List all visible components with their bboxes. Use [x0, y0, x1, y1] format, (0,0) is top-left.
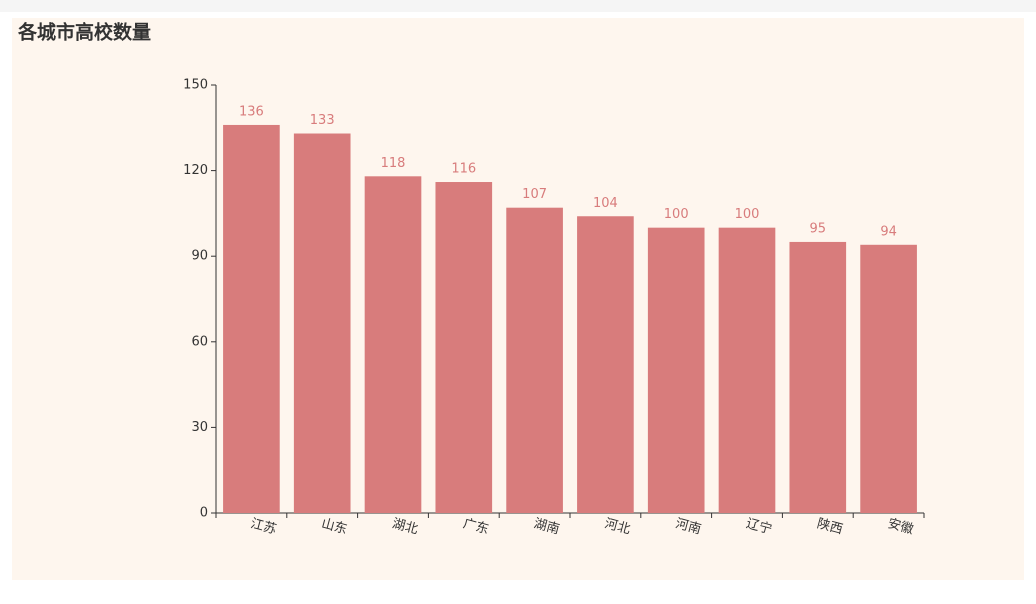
data-label: 95	[810, 221, 827, 236]
bar	[860, 244, 917, 513]
x-tick-label: 湖南	[532, 515, 561, 537]
x-tick-label: 陕西	[815, 516, 844, 537]
bar	[293, 133, 351, 514]
data-label: 116	[451, 162, 476, 177]
data-label: 100	[664, 207, 689, 222]
x-tick-label: 湖北	[390, 516, 419, 537]
bar	[435, 182, 493, 513]
x-tick-label: 河北	[603, 516, 632, 537]
x-tick-label: 山东	[320, 516, 349, 537]
bar	[577, 216, 634, 513]
chart-title: 各城市高校数量	[17, 21, 151, 44]
top-bar	[0, 0, 1036, 12]
data-label: 118	[381, 156, 406, 171]
x-tick-label: 广东	[461, 516, 490, 537]
x-tick-label: 江苏	[249, 515, 278, 537]
y-tick-label: 60	[191, 334, 208, 349]
data-label: 104	[593, 196, 618, 211]
bar	[364, 176, 422, 513]
data-label: 100	[735, 207, 760, 222]
data-label: 94	[880, 224, 897, 239]
data-label: 107	[522, 187, 547, 202]
bar	[223, 124, 280, 514]
bar	[718, 227, 776, 513]
x-tick-label: 河南	[674, 515, 703, 537]
x-tick-label: 辽宁	[744, 515, 773, 537]
data-label: 133	[310, 113, 335, 128]
y-tick-label: 0	[200, 506, 208, 521]
y-tick-label: 120	[183, 163, 208, 178]
bar	[506, 207, 563, 513]
x-tick-label: 安徽	[886, 516, 915, 537]
y-tick-label: 90	[191, 249, 208, 264]
y-tick-label: 30	[191, 420, 208, 435]
bar	[647, 227, 705, 513]
bar	[789, 241, 847, 513]
data-label: 136	[239, 104, 264, 119]
y-tick-label: 150	[183, 78, 208, 93]
